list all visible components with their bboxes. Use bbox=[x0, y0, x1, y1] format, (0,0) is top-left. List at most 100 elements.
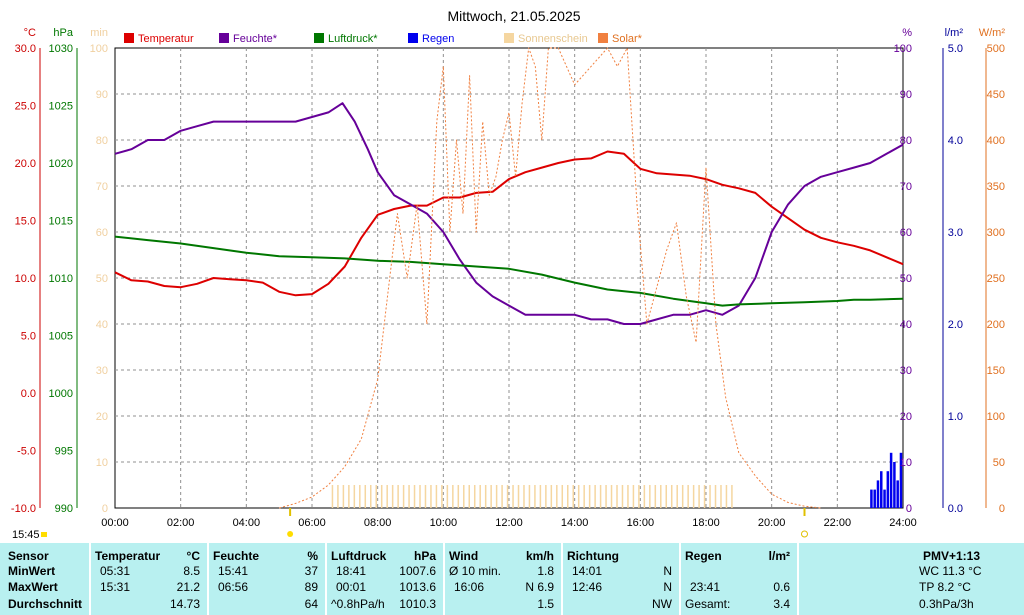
sunshine-bar bbox=[380, 485, 383, 508]
rain-bar bbox=[880, 471, 883, 508]
sunshine-bar bbox=[337, 485, 339, 508]
sunshine-bar bbox=[479, 485, 481, 508]
statistics-panel: Sensor Temperatur °C Feuchte % Luftdruck… bbox=[0, 543, 1024, 615]
humidity-tick-label: 0 bbox=[906, 503, 912, 515]
humidity-tick-label: 80 bbox=[900, 135, 912, 147]
pressure-tick-label: 1015 bbox=[49, 216, 73, 228]
x-tick-label: 02:00 bbox=[167, 517, 195, 529]
pmv-header: PMV+1:13 bbox=[922, 549, 980, 563]
rain-unit-label: l/m² bbox=[945, 27, 964, 39]
sunshine-bar bbox=[681, 485, 684, 508]
axes: 30.025.020.015.010.05.00.0-5.0-10.0°C103… bbox=[11, 27, 1005, 515]
temp-tick-label: -5.0 bbox=[17, 446, 36, 458]
sunshine-bar bbox=[391, 485, 394, 508]
series-line-temperatur bbox=[114, 150, 904, 297]
solar-tick-label: 0 bbox=[999, 503, 1005, 515]
sunshine-bar bbox=[517, 485, 520, 508]
sunshine-bar bbox=[698, 485, 700, 508]
rain-value: 0.6 bbox=[773, 580, 790, 594]
sunshine-bar bbox=[709, 485, 711, 508]
row-label: Durchschnitt bbox=[8, 597, 83, 611]
press-unit: hPa bbox=[413, 549, 436, 563]
humidity-tick-label: 20 bbox=[900, 411, 912, 423]
sunshine-bar bbox=[714, 485, 717, 508]
x-tick-label: 16:00 bbox=[627, 517, 655, 529]
sunrise-icon bbox=[287, 531, 294, 537]
humidity-tick-label: 100 bbox=[894, 43, 912, 55]
sunshine-bar bbox=[550, 485, 553, 508]
x-tick-label: 08:00 bbox=[364, 517, 392, 529]
sunshine-bar bbox=[627, 485, 629, 508]
temp-time: 05:31 bbox=[100, 564, 131, 578]
sun-tick-label: 60 bbox=[96, 227, 108, 239]
wind-unit: km/h bbox=[525, 549, 554, 563]
pressure-tick-label: 990 bbox=[55, 503, 73, 515]
legend-swatch bbox=[314, 33, 324, 43]
dir-value: NW bbox=[652, 597, 672, 611]
sunshine-bar bbox=[676, 485, 678, 508]
sunshine-bar bbox=[348, 485, 350, 508]
temp-value: 8.5 bbox=[183, 564, 200, 578]
sunshine-bar bbox=[692, 485, 695, 508]
sunshine-bar bbox=[441, 485, 443, 508]
sunshine-bar bbox=[539, 485, 542, 508]
rain-tick-label: 5.0 bbox=[948, 43, 963, 55]
sunshine-bar bbox=[430, 485, 432, 508]
sunshine-bar bbox=[528, 485, 531, 508]
legend-label: Temperatur bbox=[138, 33, 194, 45]
legend-swatch bbox=[219, 33, 229, 43]
pressure-tick-label: 995 bbox=[55, 446, 73, 458]
x-tick-label: 22:00 bbox=[824, 517, 852, 529]
sunshine-bar bbox=[473, 485, 476, 508]
rain-unit: l/m² bbox=[768, 549, 790, 563]
rain-bar bbox=[889, 452, 893, 508]
sunshine-bar bbox=[484, 485, 487, 508]
series-line-feuchte bbox=[114, 102, 904, 325]
sunshine-bar bbox=[397, 485, 399, 508]
wind-time: 16:06 bbox=[454, 580, 485, 594]
humidity-tick-label: 90 bbox=[900, 89, 912, 101]
sunshine-bar bbox=[490, 485, 492, 508]
sunshine-bar bbox=[523, 485, 525, 508]
x-axis: 00:00 02:00 04:00 06:00 08:00 10:00 12:00 14:00… bbox=[12, 508, 917, 541]
x-tick-label: 12:00 bbox=[495, 517, 523, 529]
pmv-value: WC 11.3 °C bbox=[919, 564, 982, 578]
sun-tick-label: 0 bbox=[102, 503, 108, 515]
sunshine-bar bbox=[725, 485, 728, 508]
legend-swatch bbox=[504, 33, 514, 43]
pmv-value: TP 8.2 °C bbox=[919, 580, 971, 594]
press-time: 00:01 bbox=[336, 580, 367, 594]
rain-bar bbox=[896, 480, 899, 508]
hum-time: 06:56 bbox=[218, 580, 249, 594]
sunshine-bar bbox=[632, 485, 635, 508]
sunshine-bar bbox=[599, 485, 602, 508]
rain-bar bbox=[893, 462, 896, 508]
solar-tick-label: 400 bbox=[987, 135, 1005, 147]
sun-tick-label: 90 bbox=[96, 89, 108, 101]
sunshine-bar bbox=[583, 485, 585, 508]
pmv-value: 0.3hPa/3h bbox=[919, 597, 974, 611]
press-time: 18:41 bbox=[336, 564, 367, 578]
pressure-tick-label: 1030 bbox=[49, 43, 73, 55]
series-lines bbox=[114, 47, 904, 509]
sun-tick-label: 70 bbox=[96, 181, 108, 193]
temp-header: Temperatur bbox=[95, 549, 161, 563]
sunshine-bar bbox=[577, 485, 580, 508]
wind-value: 1.5 bbox=[537, 597, 554, 611]
humidity-tick-label: 60 bbox=[900, 227, 912, 239]
sunshine-bar bbox=[419, 485, 421, 508]
temp-tick-label: 30.0 bbox=[15, 43, 36, 55]
solar-tick-label: 500 bbox=[987, 43, 1005, 55]
sunshine-bar bbox=[588, 485, 591, 508]
temp-time: 15:31 bbox=[100, 580, 131, 594]
sunshine-bar bbox=[703, 485, 706, 508]
weather-chart: Mittwoch, 21.05.2025 30.0 25.0 20.0 15.0 10.… bbox=[10, 8, 1006, 541]
rain-header: Regen bbox=[685, 549, 722, 563]
solar-unit-label: W/m² bbox=[979, 27, 1006, 39]
sunshine-bar bbox=[495, 485, 498, 508]
current-time-label: 15:45 bbox=[12, 529, 40, 541]
sunset-icon bbox=[801, 530, 808, 538]
temp-tick-label: 5.0 bbox=[21, 331, 36, 343]
sunshine-bar bbox=[621, 485, 624, 508]
sunshine-bar bbox=[364, 485, 367, 508]
